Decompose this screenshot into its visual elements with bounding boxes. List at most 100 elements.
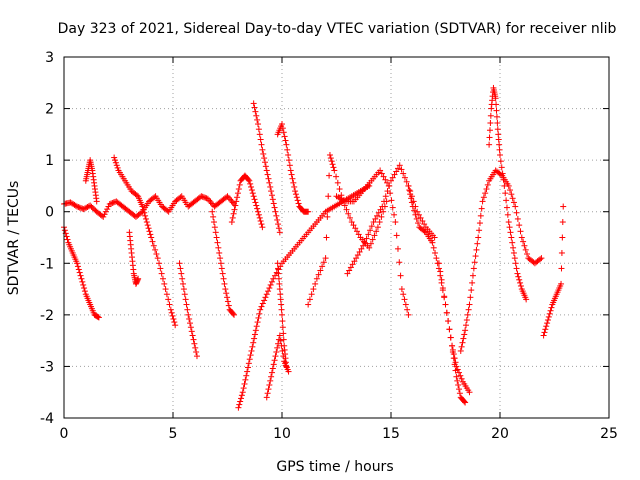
data-point-drop-0 (81, 285, 88, 292)
data-point-arc-16 (433, 255, 440, 262)
data-point-spike-19 (487, 112, 494, 119)
data-point-spike-9 (262, 163, 269, 170)
data-point-cross-14 (384, 188, 391, 195)
data-point-rise-8 (237, 398, 244, 405)
data-point-spike-19 (495, 136, 502, 143)
data-point-spike-10 (291, 183, 298, 190)
data-point-spike-19 (508, 234, 515, 241)
data-point-arc-12 (322, 255, 329, 262)
data-point-drop-17 (452, 359, 459, 366)
data-point-rise-8 (268, 278, 275, 285)
data-point-drop-5 (193, 348, 200, 355)
data-point-spike-9 (258, 141, 265, 148)
data-point-baseline-early (210, 202, 217, 209)
data-point-baseline-early (229, 199, 236, 206)
data-point-drop-7 (225, 302, 232, 309)
data-point-hump-8 (259, 224, 266, 231)
data-point-drop-5 (179, 275, 186, 282)
data-point-drop-7 (217, 260, 224, 267)
data-point-drop-7 (216, 249, 223, 256)
data-point-spike-9 (275, 225, 282, 232)
data-point-arc-12 (369, 236, 376, 243)
data-point-hump-8 (254, 205, 261, 212)
data-point-arc-13 (404, 306, 411, 313)
data-point-drop-9 (266, 381, 273, 388)
data-point-drop-17 (441, 293, 448, 300)
data-point-drop-10 (275, 265, 282, 272)
data-point-rise-18 (471, 259, 478, 266)
data-point-spike-9 (268, 192, 275, 199)
data-point-drop-17 (449, 346, 456, 353)
data-point-rise-18 (459, 339, 466, 346)
data-point-rise-18 (480, 194, 487, 201)
data-point-spike-10 (292, 191, 299, 198)
data-point-cross-14 (382, 193, 389, 200)
data-point-spike-19 (501, 182, 508, 189)
data-point-tail-22 (558, 249, 565, 256)
data-point-baseline-early (100, 213, 107, 220)
data-point-cross-14 (347, 264, 354, 271)
data-point-arc-16 (461, 398, 468, 405)
data-point-spike-19 (493, 107, 500, 114)
data-point-tail-22 (544, 320, 551, 327)
data-point-arc-2 (139, 203, 146, 210)
data-point-hump-8 (234, 194, 241, 201)
data-point-drop-7 (210, 213, 217, 220)
data-point-rise-8 (239, 389, 246, 396)
data-point-baseline-early (80, 206, 87, 213)
data-point-drop-5 (187, 324, 194, 331)
data-point-drop-7 (224, 298, 231, 305)
data-point-drop-5 (183, 301, 190, 308)
data-point-arc-12 (305, 301, 312, 308)
data-point-arc-12 (326, 172, 333, 179)
data-point-spike-19 (497, 151, 503, 158)
data-point-drop-5 (188, 328, 195, 335)
data-point-baseline-early (202, 194, 209, 201)
data-point-spike-19 (496, 146, 503, 153)
data-point-drop-10 (279, 318, 286, 325)
data-point-drop-17 (446, 326, 453, 333)
data-point-arc-12 (378, 213, 385, 220)
data-point-spike-19 (523, 296, 530, 303)
data-point-drop-5 (192, 344, 199, 351)
data-point-arc-13 (392, 219, 399, 226)
data-point-spike-9 (261, 159, 268, 166)
data-point-rise-8 (235, 404, 242, 411)
data-point-arc-13 (378, 170, 385, 177)
data-point-spike-9 (268, 188, 275, 195)
data-point-drop-9 (269, 365, 276, 372)
data-point-drop-10 (275, 270, 282, 277)
data-point-spike-9 (265, 175, 272, 182)
data-point-drop-5 (182, 296, 189, 303)
y-tick-label: 3 (45, 50, 54, 66)
data-point-cross-14 (386, 182, 393, 189)
data-point-arc-12 (373, 228, 380, 235)
data-point-rise-18 (509, 195, 516, 202)
data-point-drop-7 (213, 234, 220, 241)
data-point-arc-2 (147, 231, 154, 238)
data-point-drop-9 (275, 340, 282, 347)
data-point-drop-10 (275, 275, 282, 282)
data-point-arc-2 (153, 251, 160, 258)
data-point-arc-2 (171, 319, 178, 326)
data-point-cross-14 (360, 242, 367, 249)
data-point-drop-7 (222, 286, 229, 293)
data-point-arc-13 (393, 232, 400, 239)
data-point-cross-14 (417, 214, 424, 221)
data-point-drop-10 (279, 311, 285, 318)
data-point-spike-10 (290, 179, 297, 186)
data-point-drop-9 (265, 386, 272, 393)
data-point-rise-8 (244, 368, 251, 375)
data-point-drop-0 (74, 263, 81, 270)
data-point-spike-9 (263, 167, 270, 174)
data-point-arc-12 (348, 219, 355, 226)
y-tick-label: -4 (40, 411, 54, 427)
data-point-arc-16 (405, 182, 412, 189)
grid (64, 57, 609, 418)
data-point-rise-18 (512, 203, 519, 210)
data-point-drop-0 (81, 288, 88, 295)
data-point-drop-5 (178, 270, 185, 277)
data-point-arc-13 (402, 301, 409, 308)
data-point-arc-12 (326, 151, 333, 158)
data-point-rise-8 (253, 323, 260, 330)
